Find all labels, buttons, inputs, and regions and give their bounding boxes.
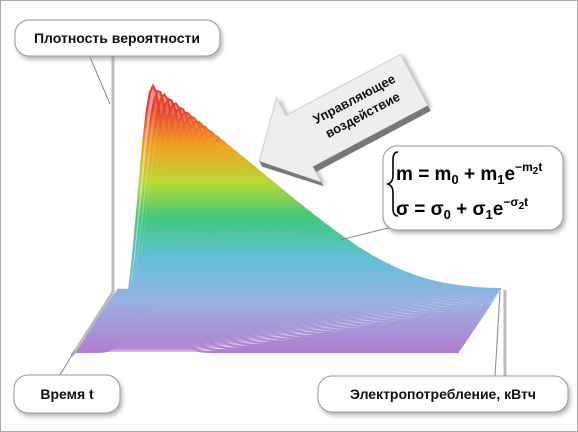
- time-label: Время t: [40, 386, 94, 402]
- pointer: [494, 291, 501, 377]
- surface-ridge: [75, 83, 459, 354]
- callout-box: [13, 374, 121, 414]
- formula-part: t: [538, 160, 542, 174]
- formula: σ = σ0 + σ1e−σ2t: [396, 195, 528, 222]
- formula: m = m0 + m1e−m2t: [396, 160, 542, 187]
- formula-part: 1: [497, 172, 504, 187]
- formula-part: + σ: [451, 199, 486, 220]
- formula-part: 0: [451, 172, 458, 187]
- brace: [385, 151, 399, 217]
- formula-part: 2: [519, 201, 525, 212]
- formula-part: = m: [418, 164, 451, 185]
- time-axis: [70, 291, 115, 357]
- formula-part: −σ: [503, 195, 518, 209]
- pointer: [59, 349, 76, 376]
- formula-part: m: [396, 164, 413, 185]
- formula-part: e: [493, 199, 504, 220]
- callout-box: [317, 375, 569, 413]
- formula-part: e: [505, 164, 516, 185]
- pointer: [89, 56, 111, 105]
- surface: [75, 83, 502, 354]
- arrow-shape: [258, 53, 429, 184]
- formula-part: σ: [396, 199, 409, 220]
- callout-box: [14, 19, 221, 57]
- consumption-label: Электропотребление, кВтч: [350, 386, 536, 402]
- formula-part: = σ: [414, 199, 443, 220]
- density-label: Плотность вероятности: [34, 30, 200, 46]
- surface-fill: [75, 86, 460, 352]
- arrow-shadow: [259, 105, 431, 187]
- formula-part: 2: [533, 166, 539, 177]
- formula-box: [382, 145, 564, 231]
- formula-part: t: [524, 195, 528, 209]
- formula-part: + m: [459, 164, 498, 185]
- formula-part: −m: [515, 160, 533, 174]
- formula-part: 0: [444, 207, 451, 222]
- formula-part: 1: [486, 207, 493, 222]
